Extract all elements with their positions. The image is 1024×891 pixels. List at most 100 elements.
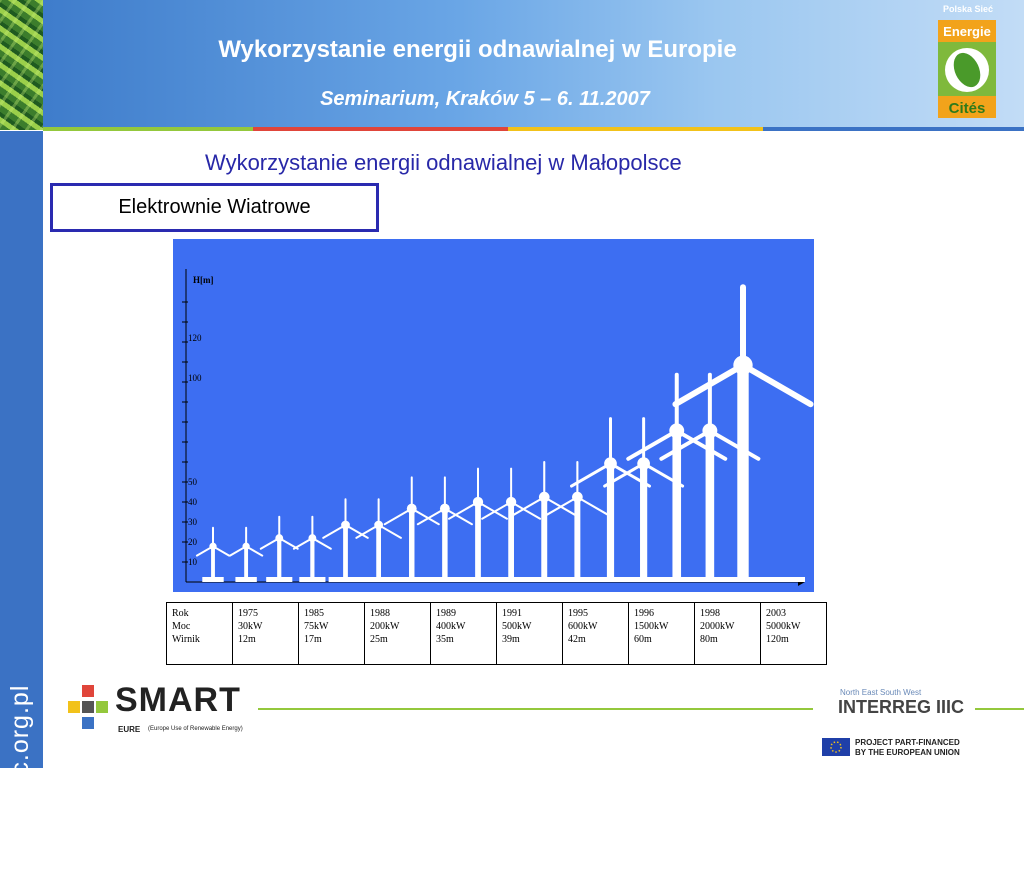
table-cell: 2003 5000kW 120m bbox=[760, 602, 827, 665]
turbine-hub bbox=[308, 534, 317, 543]
turbine-blade bbox=[481, 501, 513, 520]
energie-cites-logo: Polska Sieć Energie Cités bbox=[934, 4, 1002, 124]
turbine-tower bbox=[409, 508, 415, 582]
turbine-tower bbox=[277, 538, 282, 582]
turbine-blade bbox=[570, 462, 612, 488]
turbine-spec-table: Rok Moc Wirnik 1975 30kW 12m 1985 75kW 17m 198… bbox=[166, 602, 827, 665]
cell-year: 1989 bbox=[436, 608, 456, 619]
cell-rotor: 12m bbox=[238, 634, 256, 645]
turbine-blade bbox=[512, 496, 546, 516]
page-title: Wykorzystanie energii odnawialnej w Euro… bbox=[218, 36, 737, 63]
turbine-hub bbox=[604, 457, 617, 470]
smart-logo-mark bbox=[68, 685, 108, 729]
label-rotor: Wirnik bbox=[172, 634, 200, 645]
turbine-blade bbox=[603, 462, 646, 488]
turbine-blade bbox=[410, 507, 440, 526]
cell-power: 2000kW bbox=[700, 621, 735, 632]
label-power: Moc bbox=[172, 621, 191, 632]
y-tick-label: 100 bbox=[188, 373, 202, 383]
turbine-tower bbox=[606, 463, 615, 582]
turbine-tower bbox=[244, 546, 249, 582]
interreg-top: North East South West bbox=[840, 688, 922, 697]
header-banner: Wykorzystanie energii odnawialnej w Euro… bbox=[0, 0, 1024, 130]
turbine-blade bbox=[416, 507, 446, 526]
turbine-blade bbox=[443, 507, 473, 526]
cell-power: 1500kW bbox=[634, 621, 669, 632]
cell-year: 1991 bbox=[502, 608, 522, 619]
turbine-hub bbox=[406, 503, 417, 514]
label-year: Rok bbox=[172, 608, 189, 619]
turbine-blade bbox=[672, 362, 746, 408]
footer-line-left bbox=[258, 708, 813, 710]
section-box: Elektrownie Wiatrowe bbox=[50, 183, 379, 232]
turbine-hub bbox=[505, 496, 517, 508]
cell-year: 1998 bbox=[700, 608, 720, 619]
smart-sub: EURE bbox=[118, 725, 141, 734]
turbine-blade bbox=[740, 362, 814, 408]
turbine-blade bbox=[477, 501, 508, 520]
turbine-hub bbox=[472, 496, 484, 508]
turbine-blade bbox=[543, 496, 576, 516]
turbine-tower bbox=[737, 365, 749, 582]
cell-year: 2003 bbox=[766, 608, 786, 619]
svg-text:Cités: Cités bbox=[949, 100, 986, 117]
table-cell: 1995 600kW 42m bbox=[562, 602, 629, 665]
smart-title: SMART bbox=[115, 681, 241, 719]
section-heading: Wykorzystanie energii odnawialnej w Mało… bbox=[205, 150, 682, 175]
table-cell: 1998 2000kW 80m bbox=[694, 602, 761, 665]
y-tick-label: 120 bbox=[188, 333, 202, 343]
cell-year: 1975 bbox=[238, 608, 258, 619]
turbine-tower bbox=[705, 430, 715, 582]
turbine-blade bbox=[674, 428, 728, 461]
table-cell: 1991 500kW 39m bbox=[496, 602, 563, 665]
cell-power: 30kW bbox=[238, 621, 263, 632]
cell-rotor: 17m bbox=[304, 634, 322, 645]
turbine-hub bbox=[733, 355, 753, 375]
chart-background bbox=[173, 239, 814, 592]
turbine-tower bbox=[310, 538, 315, 582]
eu-line-2: BY THE EUROPEAN UNION bbox=[855, 748, 960, 757]
interreg-logo: North East South West INTERREG IIIC bbox=[820, 688, 980, 718]
cell-rotor: 80m bbox=[700, 634, 718, 645]
energie-cites-logo-mark: Energie Cités bbox=[938, 20, 996, 118]
stripe-red bbox=[253, 127, 508, 131]
cell-power: 75kW bbox=[304, 621, 329, 632]
table-label-cell: Rok Moc Wirnik bbox=[166, 602, 233, 665]
cell-year: 1996 bbox=[634, 608, 654, 619]
y-tick-label: 10 bbox=[188, 557, 198, 567]
turbine-tower bbox=[541, 497, 548, 582]
cell-year: 1988 bbox=[370, 608, 390, 619]
turbine-tower bbox=[640, 463, 648, 582]
turbine-hub bbox=[702, 423, 718, 439]
turbine-hub bbox=[374, 520, 384, 530]
sidebar-url: www. pnec.org.pl bbox=[6, 684, 34, 891]
table-row: Rok Moc Wirnik 1975 30kW 12m 1985 75kW 17m 198… bbox=[166, 602, 827, 665]
cell-power: 400kW bbox=[436, 621, 466, 632]
y-tick-label: 50 bbox=[188, 477, 198, 487]
turbine-blade bbox=[448, 501, 479, 520]
table-cell: 1985 75kW 17m bbox=[298, 602, 365, 665]
cell-rotor: 35m bbox=[436, 634, 454, 645]
svg-text:Energie: Energie bbox=[943, 24, 991, 39]
turbine-hub bbox=[275, 534, 284, 543]
turbine-tower bbox=[442, 508, 448, 582]
turbine-blade bbox=[510, 501, 542, 520]
table-cell: 1989 400kW 35m bbox=[430, 602, 497, 665]
stripe-yellow bbox=[508, 127, 763, 131]
turbine-tower bbox=[376, 525, 381, 582]
eu-line-1: PROJECT PART-FINANCED bbox=[855, 738, 960, 747]
footer-line-right bbox=[975, 708, 1024, 710]
cell-rotor: 60m bbox=[634, 634, 652, 645]
turbine-hub bbox=[242, 542, 250, 550]
stripe-blue bbox=[763, 127, 1024, 131]
table-cell: 1996 1500kW 60m bbox=[628, 602, 695, 665]
cell-power: 200kW bbox=[370, 621, 400, 632]
eu-flag-icon bbox=[822, 738, 850, 756]
turbine-tower bbox=[672, 430, 682, 582]
turbine-hub bbox=[572, 491, 583, 503]
turbine-hub bbox=[669, 423, 685, 439]
cell-rotor: 39m bbox=[502, 634, 520, 645]
turbine-tower bbox=[211, 546, 215, 582]
turbine-tower bbox=[475, 502, 481, 582]
cell-rotor: 120m bbox=[766, 634, 789, 645]
